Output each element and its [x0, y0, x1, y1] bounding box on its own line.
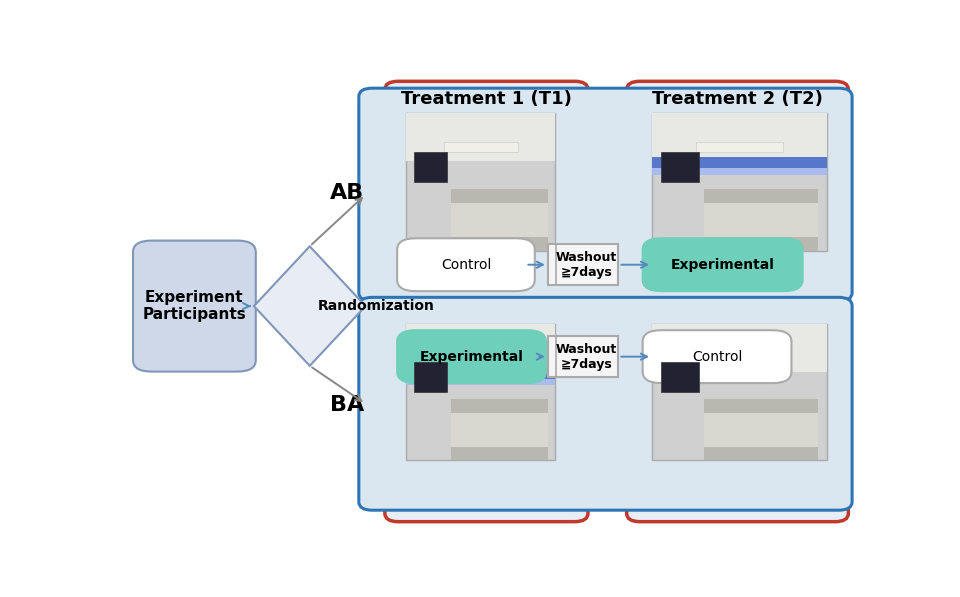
Polygon shape	[253, 247, 366, 366]
FancyBboxPatch shape	[548, 336, 618, 377]
FancyBboxPatch shape	[696, 142, 783, 152]
FancyBboxPatch shape	[451, 189, 548, 251]
FancyBboxPatch shape	[406, 325, 555, 372]
FancyBboxPatch shape	[406, 368, 555, 378]
FancyBboxPatch shape	[406, 113, 555, 161]
FancyBboxPatch shape	[642, 238, 803, 291]
FancyBboxPatch shape	[397, 238, 535, 291]
FancyBboxPatch shape	[660, 362, 699, 392]
FancyBboxPatch shape	[652, 325, 827, 460]
FancyBboxPatch shape	[660, 152, 699, 182]
FancyBboxPatch shape	[451, 399, 548, 460]
Text: Experiment
Participants: Experiment Participants	[142, 290, 247, 322]
FancyBboxPatch shape	[385, 81, 588, 522]
FancyBboxPatch shape	[451, 413, 548, 447]
FancyBboxPatch shape	[652, 113, 827, 251]
FancyBboxPatch shape	[652, 325, 827, 372]
FancyBboxPatch shape	[705, 202, 818, 237]
FancyBboxPatch shape	[133, 241, 255, 371]
FancyBboxPatch shape	[414, 362, 446, 392]
FancyBboxPatch shape	[406, 369, 555, 386]
Text: Control: Control	[692, 350, 742, 364]
FancyBboxPatch shape	[642, 330, 791, 383]
Text: AB: AB	[330, 183, 364, 204]
FancyBboxPatch shape	[627, 81, 849, 522]
FancyBboxPatch shape	[444, 142, 518, 152]
FancyBboxPatch shape	[414, 152, 446, 182]
FancyBboxPatch shape	[652, 159, 827, 175]
FancyBboxPatch shape	[696, 353, 783, 362]
FancyBboxPatch shape	[397, 330, 546, 383]
FancyBboxPatch shape	[548, 244, 618, 285]
FancyBboxPatch shape	[652, 113, 827, 161]
Text: Experimental: Experimental	[420, 350, 523, 364]
FancyBboxPatch shape	[444, 353, 518, 362]
FancyBboxPatch shape	[705, 189, 818, 251]
FancyBboxPatch shape	[705, 399, 818, 460]
Text: Experimental: Experimental	[671, 258, 775, 272]
Text: Randomization: Randomization	[318, 299, 435, 313]
Text: BA: BA	[330, 395, 364, 415]
Text: Treatment 1 (T1): Treatment 1 (T1)	[400, 90, 571, 108]
FancyBboxPatch shape	[359, 88, 852, 301]
FancyBboxPatch shape	[406, 113, 555, 251]
FancyBboxPatch shape	[359, 297, 852, 510]
Text: Washout
≧7days: Washout ≧7days	[556, 251, 617, 279]
Text: Washout
≧7days: Washout ≧7days	[556, 343, 617, 371]
FancyBboxPatch shape	[451, 202, 548, 237]
Text: Treatment 2 (T2): Treatment 2 (T2)	[652, 90, 823, 108]
FancyBboxPatch shape	[652, 157, 827, 168]
FancyBboxPatch shape	[705, 413, 818, 447]
FancyBboxPatch shape	[406, 325, 555, 460]
Text: Control: Control	[441, 258, 492, 272]
